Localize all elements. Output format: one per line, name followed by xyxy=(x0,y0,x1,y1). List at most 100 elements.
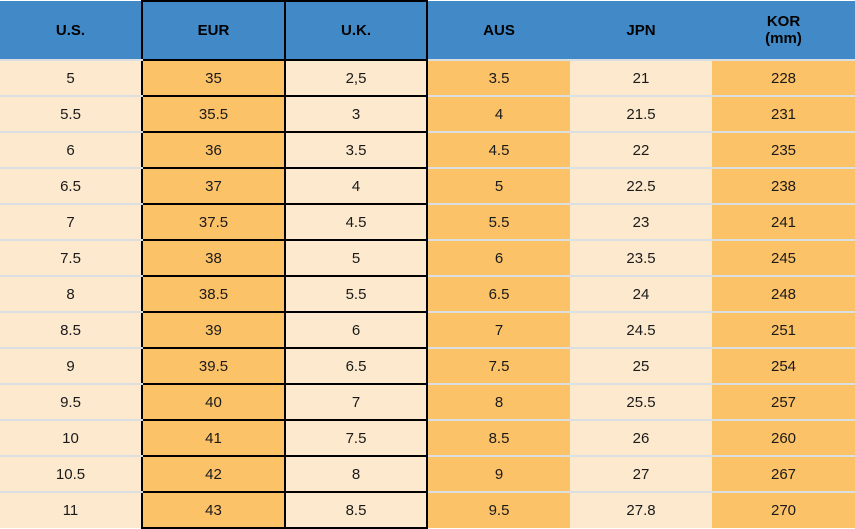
table-cell: 8.5 xyxy=(0,312,142,349)
table-cell: 7 xyxy=(284,383,428,421)
table-cell: 4 xyxy=(427,96,570,133)
table-cell: 231 xyxy=(712,96,855,133)
table-cell: 9 xyxy=(427,456,570,493)
table-row: 10 41 7.5 8.5 26 260 xyxy=(0,419,855,457)
table-cell: 4 xyxy=(284,167,428,205)
table-cell: 2,5 xyxy=(284,59,428,97)
table-cell: 7 xyxy=(0,204,142,241)
table-cell: 26 xyxy=(570,420,712,457)
table-cell: 4.5 xyxy=(427,132,570,169)
table-cell: 40 xyxy=(141,383,286,421)
table-cell: 23 xyxy=(570,204,712,241)
table-row: 7.5 38 5 6 23.5 245 xyxy=(0,239,855,277)
table-cell: 43 xyxy=(141,491,286,529)
table-row: 9.5 40 7 8 25.5 257 xyxy=(0,383,855,421)
table-cell: 9.5 xyxy=(0,384,142,421)
table-cell: 7 xyxy=(427,312,570,349)
table-row: 5.5 35.5 3 4 21.5 231 xyxy=(0,95,855,133)
table-cell: 24 xyxy=(570,276,712,313)
table-cell: 39.5 xyxy=(141,347,286,385)
table-cell: 8.5 xyxy=(284,491,428,529)
table-row: 7 37.5 4.5 5.5 23 241 xyxy=(0,203,855,241)
table-cell: 5.5 xyxy=(284,275,428,313)
table-cell: 38.5 xyxy=(141,275,286,313)
table-cell: 238 xyxy=(712,168,855,205)
table-cell: 10.5 xyxy=(0,456,142,493)
table-row: 9 39.5 6.5 7.5 25 254 xyxy=(0,347,855,385)
table-row: 10.5 42 8 9 27 267 xyxy=(0,455,855,493)
table-body: 5 35 2,5 3.5 21 228 5.5 35.5 3 4 21.5 231 6 36 3.5 4.5 2… xyxy=(0,59,855,529)
table-cell: 42 xyxy=(141,455,286,493)
table-cell: 7.5 xyxy=(427,348,570,385)
table-cell: 3 xyxy=(284,95,428,133)
table-cell: 22.5 xyxy=(570,168,712,205)
table-cell: 6.5 xyxy=(284,347,428,385)
table-cell: 8 xyxy=(284,455,428,493)
header-cell-aus: AUS xyxy=(427,1,570,61)
table-cell: 6 xyxy=(0,132,142,169)
table-cell: 8 xyxy=(427,384,570,421)
table-cell: 257 xyxy=(712,384,855,421)
table-cell: 260 xyxy=(712,420,855,457)
table-cell: 6.5 xyxy=(0,168,142,205)
table-cell: 36 xyxy=(141,131,286,169)
table-cell: 41 xyxy=(141,419,286,457)
table-row: 5 35 2,5 3.5 21 228 xyxy=(0,59,855,97)
table-row: 8.5 39 6 7 24.5 251 xyxy=(0,311,855,349)
table-cell: 251 xyxy=(712,312,855,349)
table-cell: 25.5 xyxy=(570,384,712,421)
table-cell: 241 xyxy=(712,204,855,241)
table-cell: 23.5 xyxy=(570,240,712,277)
table-cell: 267 xyxy=(712,456,855,493)
header-cell-kor-label: KOR xyxy=(766,13,801,30)
table-cell: 5 xyxy=(0,60,142,97)
table-cell: 37 xyxy=(141,167,286,205)
table-cell: 270 xyxy=(712,492,855,528)
table-cell: 6.5 xyxy=(427,276,570,313)
table-cell: 245 xyxy=(712,240,855,277)
header-cell-us: U.S. xyxy=(0,1,142,61)
table-cell: 5.5 xyxy=(427,204,570,241)
header-cell-kor-sublabel: (mm) xyxy=(765,30,802,47)
table-cell: 9 xyxy=(0,348,142,385)
header-cell-jpn: JPN xyxy=(570,1,712,61)
table-cell: 24.5 xyxy=(570,312,712,349)
table-row: 11 43 8.5 9.5 27.8 270 xyxy=(0,491,855,529)
table-cell: 39 xyxy=(141,311,286,349)
table-cell: 21.5 xyxy=(570,96,712,133)
table-cell: 3.5 xyxy=(427,60,570,97)
table-cell: 10 xyxy=(0,420,142,457)
header-cell-eur: EUR xyxy=(141,0,286,61)
table-cell: 254 xyxy=(712,348,855,385)
table-cell: 248 xyxy=(712,276,855,313)
table-cell: 22 xyxy=(570,132,712,169)
table-cell: 38 xyxy=(141,239,286,277)
header-row: U.S. EUR U.K. AUS JPN KOR (mm) xyxy=(0,0,855,61)
table-row: 8 38.5 5.5 6.5 24 248 xyxy=(0,275,855,313)
table-cell: 6 xyxy=(427,240,570,277)
table-cell: 4.5 xyxy=(284,203,428,241)
table-cell: 8.5 xyxy=(427,420,570,457)
table-cell: 228 xyxy=(712,60,855,97)
table-header: U.S. EUR U.K. AUS JPN KOR (mm) xyxy=(0,0,855,61)
table-cell: 25 xyxy=(570,348,712,385)
table-cell: 35 xyxy=(141,59,286,97)
table-cell: 11 xyxy=(0,492,142,528)
table-cell: 9.5 xyxy=(427,492,570,528)
table-cell: 5 xyxy=(284,239,428,277)
table-cell: 27 xyxy=(570,456,712,493)
table-cell: 35.5 xyxy=(141,95,286,133)
table-cell: 7.5 xyxy=(0,240,142,277)
table-cell: 235 xyxy=(712,132,855,169)
table-cell: 8 xyxy=(0,276,142,313)
table-cell: 27.8 xyxy=(570,492,712,528)
table-row: 6 36 3.5 4.5 22 235 xyxy=(0,131,855,169)
table-cell: 5.5 xyxy=(0,96,142,133)
table-cell: 3.5 xyxy=(284,131,428,169)
header-cell-uk: U.K. xyxy=(284,0,428,61)
table-cell: 21 xyxy=(570,60,712,97)
table-cell: 6 xyxy=(284,311,428,349)
table-cell: 5 xyxy=(427,168,570,205)
table-cell: 37.5 xyxy=(141,203,286,241)
